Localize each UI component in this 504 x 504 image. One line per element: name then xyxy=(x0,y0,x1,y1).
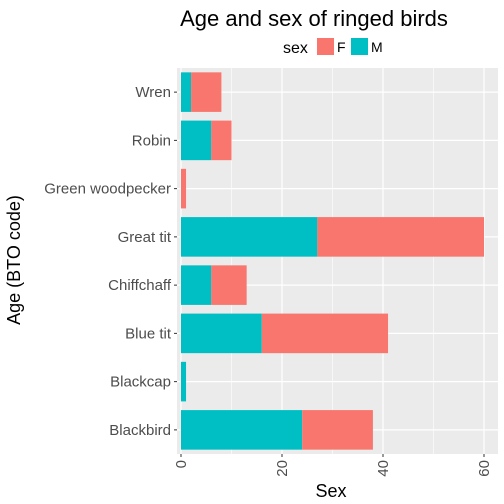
y-axis-title: Age (BTO code) xyxy=(4,195,24,325)
y-tick-label: Blackcap xyxy=(110,374,171,391)
legend-label-f: F xyxy=(337,39,346,55)
bar-m-robin xyxy=(181,120,212,161)
legend-key-f xyxy=(317,38,334,55)
x-tick-label: 0 xyxy=(173,460,190,468)
y-tick-label: Blackbird xyxy=(109,422,171,439)
bar-m-blackcap xyxy=(181,361,187,402)
x-tick-label: 40 xyxy=(375,460,392,477)
bar-m-wren xyxy=(181,72,192,112)
bar-m-chiffchaff xyxy=(181,265,212,305)
bar-m-great-tit xyxy=(181,217,318,257)
y-axis: Wren Robin Green woodpecker Great tit Chiffc… xyxy=(44,84,177,439)
bar-f-robin xyxy=(211,120,232,161)
y-tick-label: Great tit xyxy=(118,229,172,246)
bar-m-blackbird xyxy=(181,410,303,450)
y-tick-label: Robin xyxy=(132,132,171,149)
bar-f-chiffchaff xyxy=(211,265,247,305)
y-tick-label: Blue tit xyxy=(125,325,172,342)
x-axis: 0 20 40 60 xyxy=(173,454,493,477)
x-tick-label: 60 xyxy=(476,460,493,477)
bar-f-great-tit xyxy=(317,217,484,257)
bars xyxy=(181,72,484,450)
x-axis-title: Sex xyxy=(315,481,346,501)
x-tick-label: 20 xyxy=(274,460,291,477)
bar-f-wren xyxy=(191,72,222,112)
y-tick-label: Wren xyxy=(135,84,171,101)
legend-title: sex xyxy=(283,40,308,57)
chart-title: Age and sex of ringed birds xyxy=(180,6,448,31)
legend: sex F M xyxy=(283,38,383,57)
bar-f-green-woodpecker xyxy=(181,168,187,209)
y-tick-label: Chiffchaff xyxy=(108,277,172,294)
legend-key-m xyxy=(351,38,368,55)
bar-m-blue-tit xyxy=(181,313,262,354)
legend-label-m: M xyxy=(371,39,383,55)
y-tick-label: Green woodpecker xyxy=(44,181,171,198)
bar-f-blue-tit xyxy=(261,313,389,354)
bar-f-blackbird xyxy=(302,410,373,450)
